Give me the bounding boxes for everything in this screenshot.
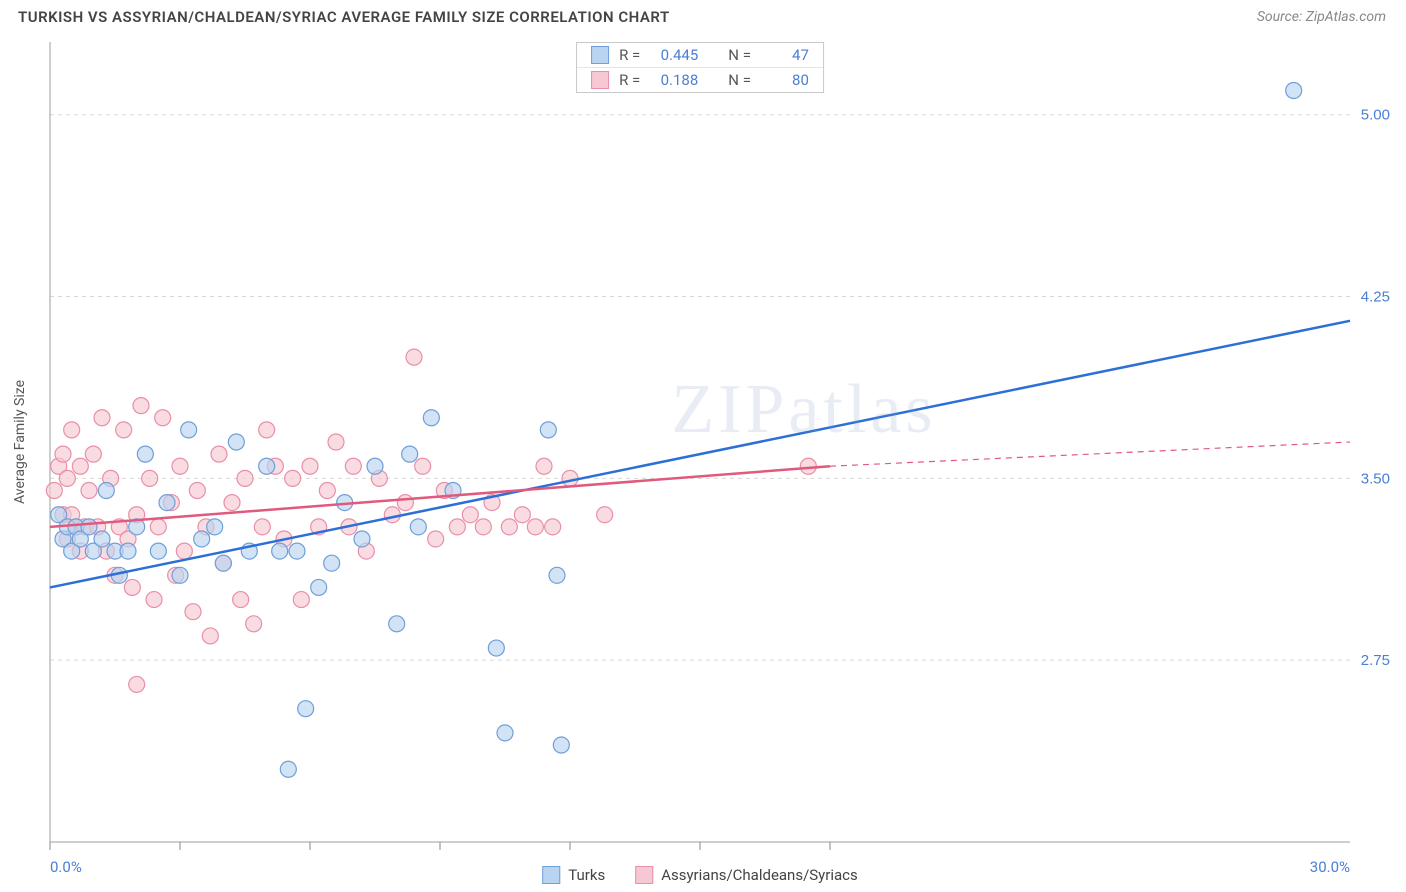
source-name: ZipAtlas.com [1306,9,1386,25]
legend-label-turks: Turks [568,866,605,884]
legend-item-turks: Turks [542,866,605,884]
plot-area: 2.753.504.255.000.0%30.0% ZIPatlas R = 0… [50,42,1350,842]
swatch-assyrians [591,71,609,89]
n-value-assyrians: 80 [761,71,809,89]
stats-row-assyrians: R = 0.188 N = 80 [577,67,823,92]
n-label-turks: N = [728,46,751,64]
source-credit: Source: ZipAtlas.com [1257,9,1386,25]
svg-text:2.75: 2.75 [1361,652,1390,669]
swatch-assyrians-bottom [635,866,653,884]
svg-text:3.50: 3.50 [1361,470,1390,487]
swatch-turks-bottom [542,866,560,884]
n-label-assyrians: N = [728,71,751,89]
stats-legend-box: R = 0.445 N = 47 R = 0.188 N = 80 [576,42,824,93]
svg-text:0.0%: 0.0% [50,858,82,876]
chart-title: TURKISH VS ASSYRIAN/CHALDEAN/SYRIAC AVER… [18,8,670,26]
y-axis-label: Average Family Size [12,380,28,504]
r-label-turks: R = [619,46,640,64]
svg-text:30.0%: 30.0% [1310,858,1350,876]
chart-area: Average Family Size 2.753.504.255.000.0%… [40,42,1390,842]
bottom-legend: Turks Assyrians/Chaldeans/Syriacs [542,866,858,884]
r-value-assyrians: 0.188 [650,71,698,89]
swatch-turks [591,46,609,64]
stats-row-turks: R = 0.445 N = 47 [577,43,823,67]
legend-item-assyrians: Assyrians/Chaldeans/Syriacs [635,866,858,884]
legend-label-assyrians: Assyrians/Chaldeans/Syriacs [661,866,858,884]
n-value-turks: 47 [761,46,809,64]
source-prefix: Source: [1257,9,1306,25]
svg-text:4.25: 4.25 [1361,289,1390,306]
chart-header: TURKISH VS ASSYRIAN/CHALDEAN/SYRIAC AVER… [0,0,1406,30]
r-label-assyrians: R = [619,71,640,89]
r-value-turks: 0.445 [650,46,698,64]
svg-text:5.00: 5.00 [1361,107,1390,124]
scatter-plot-svg: 2.753.504.255.000.0%30.0% [50,42,1350,842]
